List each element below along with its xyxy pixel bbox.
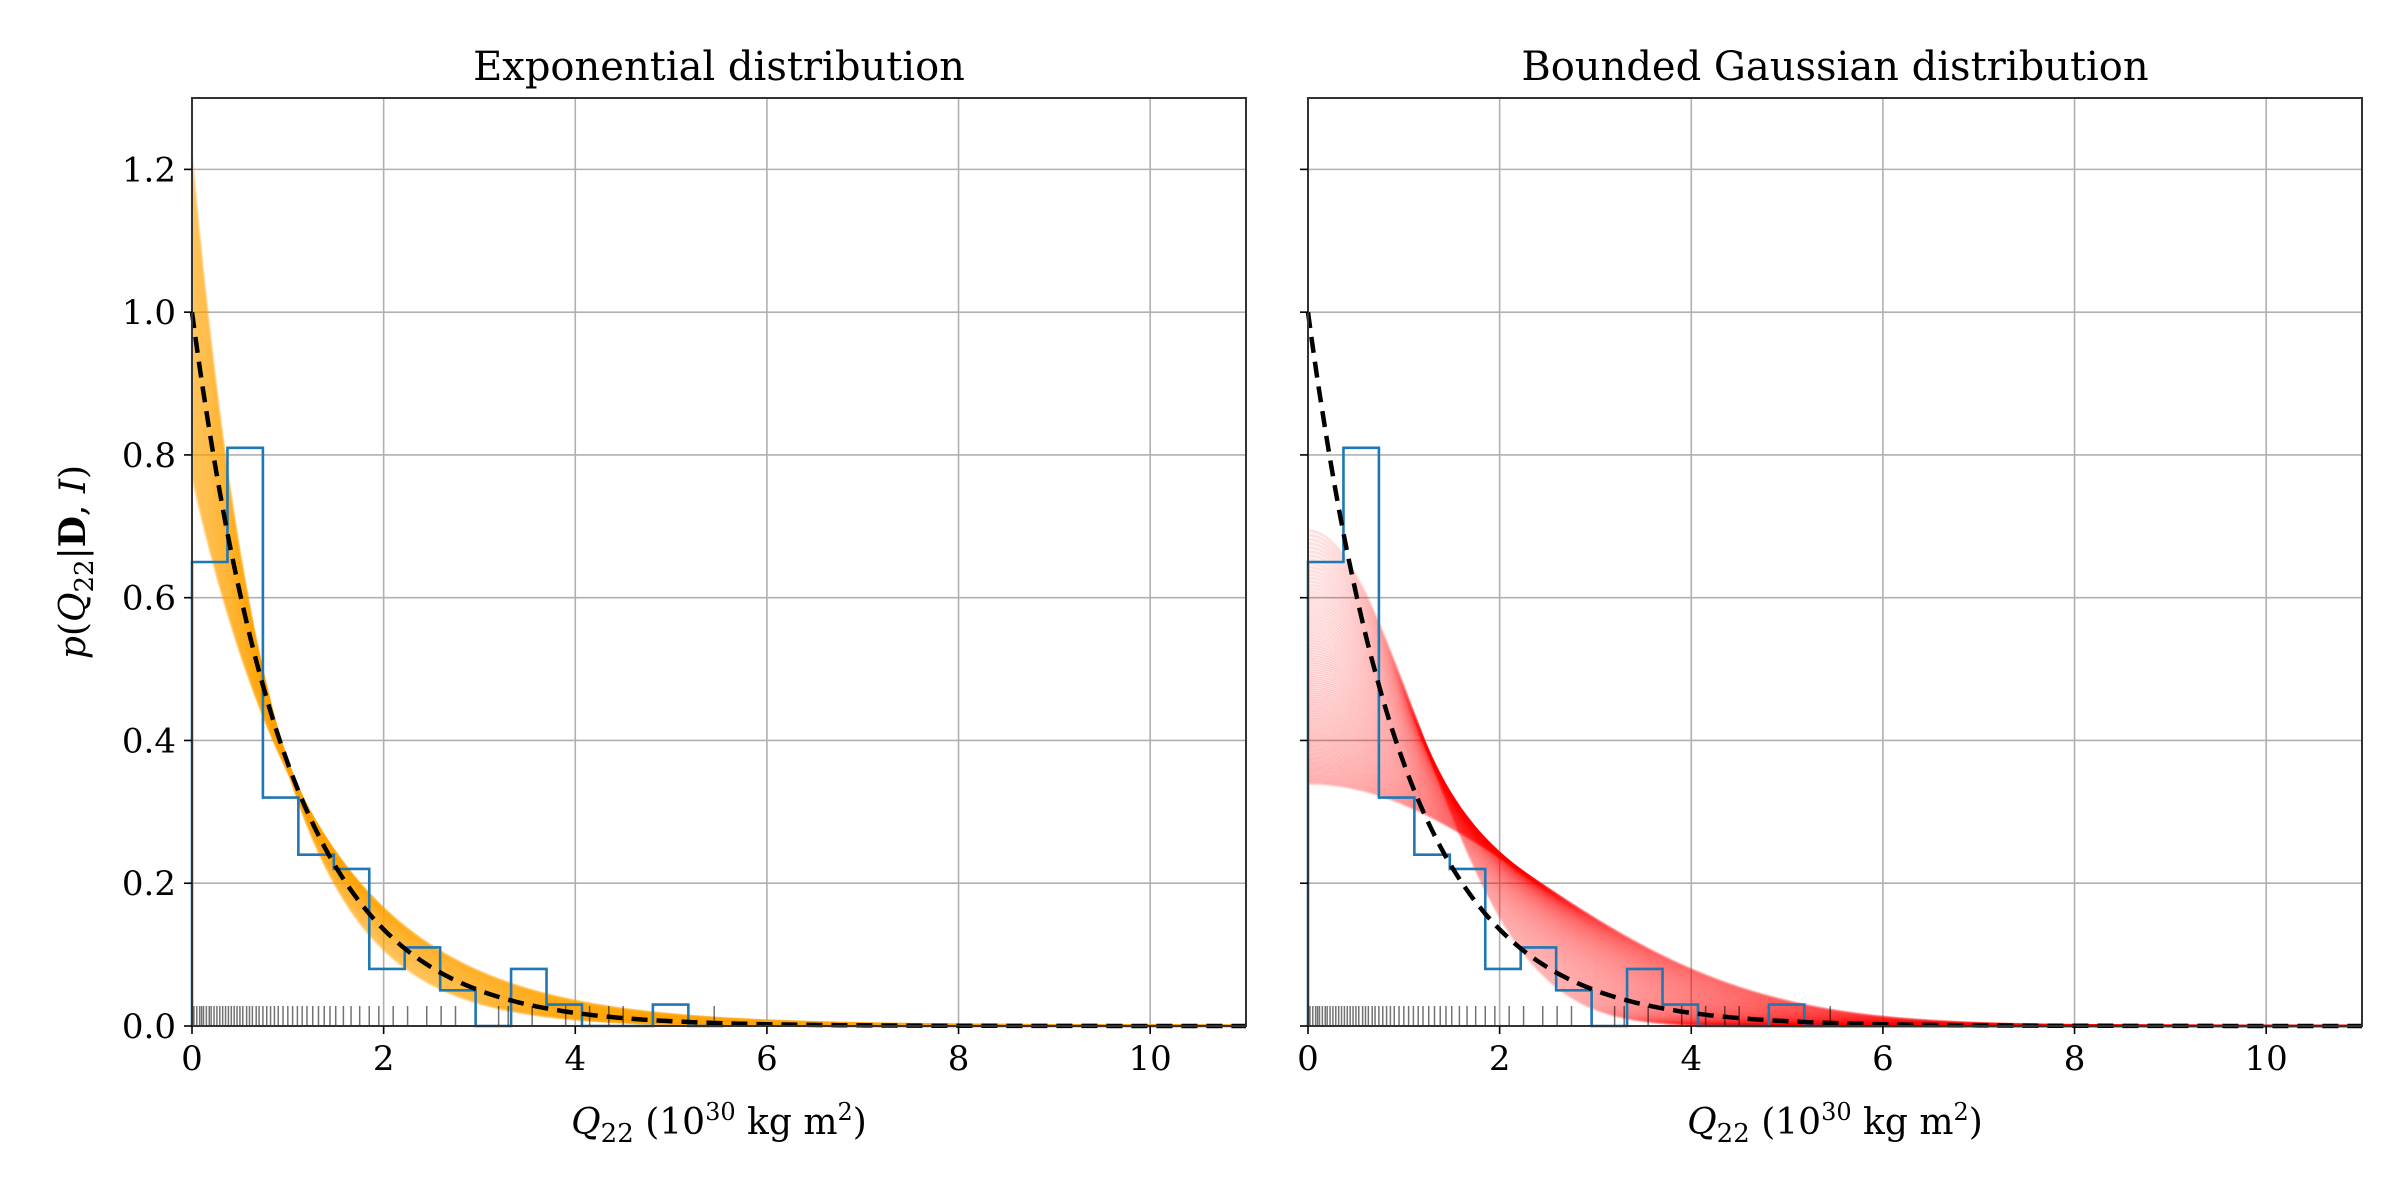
right-x-tick-label: 6 bbox=[1872, 1039, 1894, 1079]
left-axes-frame bbox=[191, 97, 1247, 1027]
left-grid bbox=[191, 98, 1246, 1027]
right-title: Bounded Gaussian distribution bbox=[1521, 44, 2148, 90]
panel-exponential: 0 2 4 6 8 10 0.0 0.2 0.4 0.6 0.8 1.0 1.2 Exponential… bbox=[122, 44, 1247, 1079]
left-x-axis-label: Q22 (1030 kg m2) bbox=[571, 1098, 867, 1149]
left-y-tick-label: 1.0 bbox=[122, 293, 176, 333]
left-y-tick-label: 1.2 bbox=[122, 150, 176, 190]
left-x-tick-label: 8 bbox=[948, 1039, 970, 1079]
y-axis-label: p(Q22|D, I) bbox=[52, 465, 100, 659]
left-y-tick-label: 0.6 bbox=[122, 579, 176, 619]
right-axes-frame bbox=[1307, 97, 2363, 1027]
left-x-tick-label: 2 bbox=[373, 1039, 395, 1079]
right-x-tick-label: 8 bbox=[2064, 1039, 2086, 1079]
left-y-tick-label: 0.8 bbox=[122, 436, 176, 476]
left-rug bbox=[193, 1006, 715, 1026]
right-x-tick-label: 0 bbox=[1297, 1039, 1319, 1079]
panel-bounded-gaussian: 0 2 4 6 8 10 Bounded Gaussian distribution bbox=[1297, 44, 2363, 1079]
left-y-tick-label: 0.2 bbox=[122, 864, 176, 904]
right-rug bbox=[1309, 1006, 1831, 1026]
left-title: Exponential distribution bbox=[473, 44, 965, 90]
left-x-tick-label: 0 bbox=[181, 1039, 203, 1079]
left-y-tick-label: 0.4 bbox=[122, 721, 176, 761]
right-ticks: 0 2 4 6 8 10 bbox=[1297, 168, 2288, 1079]
left-y-tick-label: 0.0 bbox=[122, 1007, 176, 1047]
right-x-axis-label: Q22 (1030 kg m2) bbox=[1687, 1098, 1983, 1149]
right-x-tick-label: 2 bbox=[1489, 1039, 1511, 1079]
left-x-tick-label: 4 bbox=[564, 1039, 586, 1079]
right-x-tick-label: 4 bbox=[1680, 1039, 1702, 1079]
left-x-tick-label: 10 bbox=[1129, 1039, 1172, 1079]
right-x-tick-label: 10 bbox=[2245, 1039, 2288, 1079]
left-x-tick-label: 6 bbox=[756, 1039, 778, 1079]
left-ticks: 0 2 4 6 8 10 0.0 0.2 0.4 0.6 0.8 1.0 1.2 bbox=[122, 150, 1172, 1079]
